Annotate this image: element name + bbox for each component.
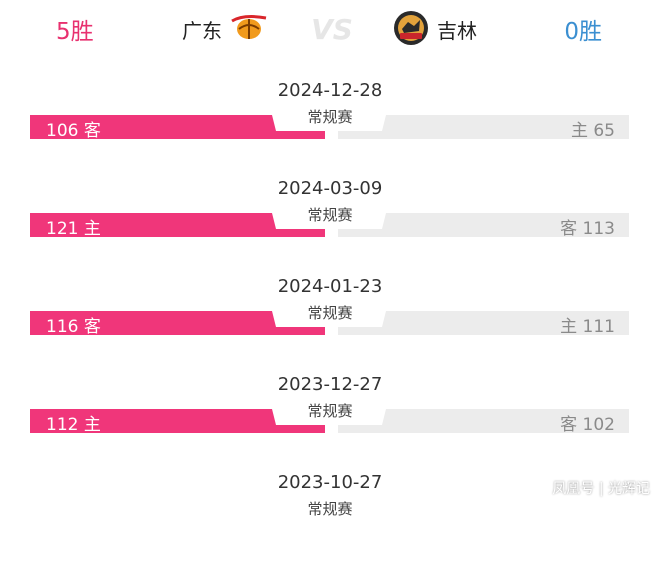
game-type: 常规赛 (307, 206, 353, 224)
right-score: 113 (582, 219, 615, 239)
left-score: 112 (46, 415, 79, 435)
game-date: 2024-03-09 (277, 178, 383, 199)
right-score-bar: 客 102 (338, 409, 629, 435)
left-score-bar: 112 主 (30, 409, 325, 435)
game-type: 常规赛 (307, 304, 353, 322)
game-date: 2023-12-27 (277, 374, 383, 395)
left-score-bar: 116 客 (30, 311, 325, 337)
left-team-wins: 5胜 (56, 19, 94, 45)
right-score-bar: 主 65 (338, 115, 629, 141)
game-row[interactable]: 2024-01-23 116 客 主 111 常规赛 (0, 276, 660, 366)
jilin-logo-icon[interactable] (392, 9, 430, 47)
left-home-away: 主 (83, 219, 101, 239)
left-score-bar: 106 客 (30, 115, 325, 141)
left-team-name[interactable]: 广东 (182, 19, 222, 43)
game-type: 常规赛 (307, 500, 353, 518)
game-date: 2024-12-28 (277, 80, 383, 101)
game-row[interactable]: 2023-12-27 112 主 客 102 常规赛 (0, 374, 660, 464)
right-team-wins: 0胜 (564, 19, 602, 45)
game-type: 常规赛 (307, 402, 353, 420)
right-home-away: 客 (560, 415, 578, 435)
right-team-name[interactable]: 吉林 (437, 19, 477, 43)
left-home-away: 主 (83, 415, 101, 435)
right-score: 65 (593, 121, 615, 141)
right-score-bar: 主 111 (338, 311, 629, 337)
right-score-bar: 客 113 (338, 213, 629, 239)
left-home-away: 客 (83, 317, 101, 337)
left-score: 116 (46, 317, 79, 337)
game-date: 2024-01-23 (277, 276, 383, 297)
left-score-bar: 121 主 (30, 213, 325, 239)
right-home-away: 客 (560, 219, 578, 239)
left-score: 121 (46, 219, 79, 239)
left-score: 106 (46, 121, 79, 141)
game-row[interactable]: 2024-03-09 121 主 客 113 常规赛 (0, 178, 660, 268)
right-home-away: 主 (560, 317, 578, 337)
right-score: 111 (582, 317, 615, 337)
left-home-away: 客 (83, 121, 101, 141)
watermark: 凤凰号 | 光辉记 (552, 481, 650, 497)
vs-icon: VS (310, 11, 354, 46)
guangdong-logo-icon[interactable] (230, 13, 268, 41)
right-home-away: 主 (570, 121, 588, 141)
head-to-head-header: 5胜 广东 VS 吉林 0胜 (0, 0, 660, 56)
game-row[interactable]: 2024-12-28 106 客 主 65 常规赛 (0, 80, 660, 170)
svg-text:VS: VS (311, 13, 353, 45)
game-date: 2023-10-27 (277, 472, 383, 493)
right-score: 102 (582, 415, 615, 435)
game-type: 常规赛 (307, 108, 353, 126)
